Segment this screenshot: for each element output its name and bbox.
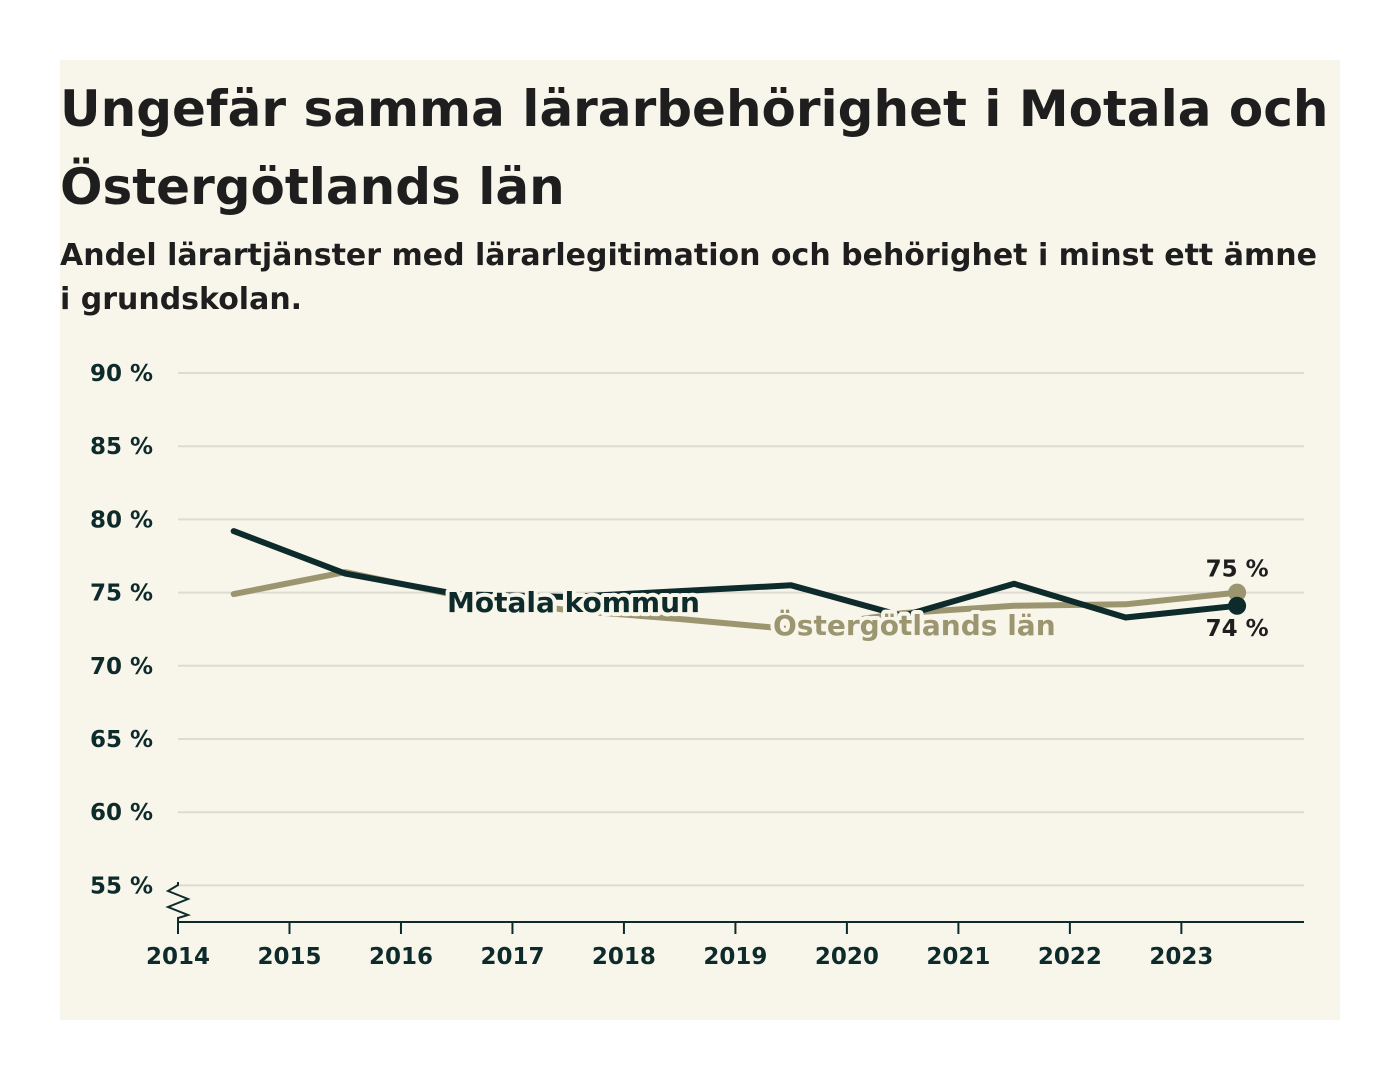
motala-line xyxy=(230,528,1241,621)
y-tick-label: 75 % xyxy=(90,581,153,607)
y-axis: 55 % 60 % 65 % 70 % 75 % 80 % 85 % 90 % xyxy=(90,361,192,922)
motala-end-point xyxy=(1228,596,1247,615)
y-tick-label: 60 % xyxy=(90,800,153,826)
y-tick-label: 90 % xyxy=(90,361,153,387)
x-tick-label: 2018 xyxy=(592,944,656,970)
lan-end-point xyxy=(1228,583,1247,602)
motala-series-label: Motala kommun xyxy=(447,586,700,619)
lan-end-value-label: 75 % xyxy=(1206,557,1269,583)
x-tick-label: 2016 xyxy=(369,944,433,970)
x-tick-label: 2019 xyxy=(703,944,767,970)
x-tick-label: 2021 xyxy=(926,944,990,970)
axis-break-icon xyxy=(165,882,192,922)
chart-card: Ungefär samma lärarbehörighet i Motala o… xyxy=(60,60,1340,1020)
series-lines xyxy=(230,528,1247,633)
motala-end-value-label: 74 % xyxy=(1206,616,1269,642)
y-tick-label: 85 % xyxy=(90,434,153,460)
x-tick-label: 2023 xyxy=(1149,944,1213,970)
x-tick-label: 2014 xyxy=(146,944,210,970)
y-tick-label: 80 % xyxy=(90,507,153,533)
series-labels: 75 % 74 % Motala kommun Östergötlands län xyxy=(443,557,1269,646)
line-chart: 55 %60 %65 %70 %75 %80 %85 %90 % 2014 201… xyxy=(90,361,1304,970)
chart-title: Ungefär samma lärarbehörighet i Motala o… xyxy=(60,80,1329,216)
chart-subtitle: Andel lärartjänster med lärarlegitimatio… xyxy=(60,238,1317,317)
x-tick-label: 2020 xyxy=(815,944,879,970)
y-tick-label: 70 % xyxy=(90,654,153,680)
lan-series-label: Östergötlands län xyxy=(773,608,1056,642)
x-tick-label: 2022 xyxy=(1038,944,1102,970)
x-tick-label: 2015 xyxy=(257,944,321,970)
x-tick-label: 2017 xyxy=(480,944,544,970)
gridlines xyxy=(178,372,1304,887)
y-tick-label: 65 % xyxy=(90,727,153,753)
x-axis: 2014 2015 2016 2017 2018 2019 2020 2021 2022 2023 xyxy=(146,921,1304,970)
y-tick-label: 55 % xyxy=(90,873,153,899)
